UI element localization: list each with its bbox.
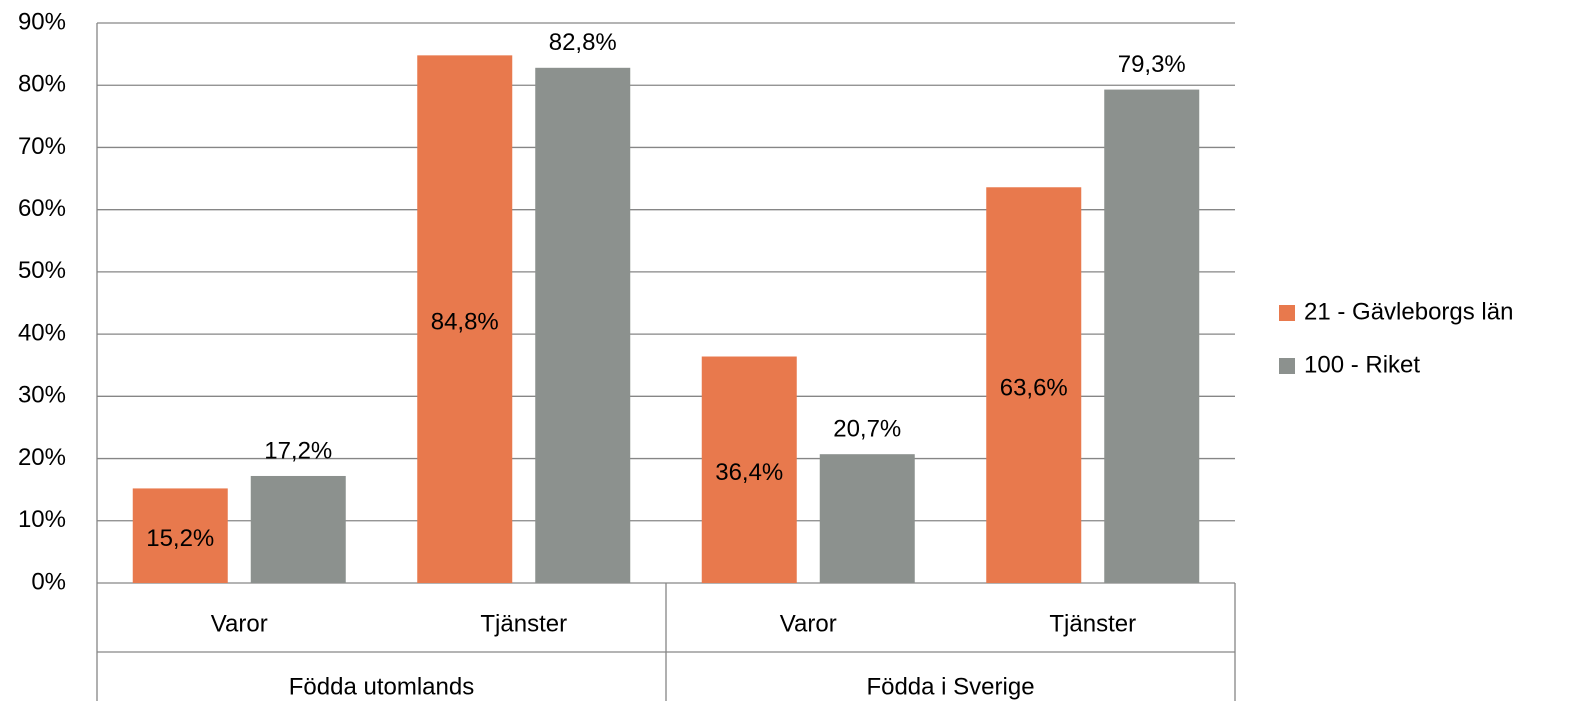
x-tick-label: Tjänster bbox=[1049, 610, 1136, 637]
data-label: 82,8% bbox=[549, 29, 617, 56]
bar bbox=[535, 67, 631, 584]
bar bbox=[250, 475, 346, 583]
y-tick-label: 0% bbox=[31, 568, 66, 595]
bar bbox=[417, 55, 513, 584]
group-label: Födda i Sverige bbox=[866, 673, 1034, 700]
bar bbox=[819, 454, 915, 583]
data-label: 84,8% bbox=[431, 309, 499, 336]
y-tick-label: 20% bbox=[18, 444, 66, 471]
y-tick-label: 50% bbox=[18, 257, 66, 284]
y-tick-label: 10% bbox=[18, 506, 66, 533]
group-label: Födda utomlands bbox=[289, 673, 474, 700]
data-label: 36,4% bbox=[715, 459, 783, 486]
x-tick-label: Tjänster bbox=[480, 610, 567, 637]
y-tick-label: 70% bbox=[18, 133, 66, 160]
bar bbox=[1104, 89, 1200, 584]
legend-swatch bbox=[1279, 305, 1295, 321]
y-tick-label: 60% bbox=[18, 195, 66, 222]
bar bbox=[986, 187, 1082, 583]
legend-label: 21 - Gävleborgs län bbox=[1304, 298, 1513, 325]
x-tick-label: Varor bbox=[780, 610, 837, 637]
y-tick-label: 90% bbox=[18, 8, 66, 35]
y-tick-label: 80% bbox=[18, 71, 66, 98]
data-label: 17,2% bbox=[264, 437, 332, 464]
x-tick-label: Varor bbox=[211, 610, 268, 637]
y-tick-label: 30% bbox=[18, 382, 66, 409]
legend-swatch bbox=[1279, 358, 1295, 374]
data-label: 20,7% bbox=[833, 416, 901, 443]
data-label: 15,2% bbox=[146, 525, 214, 552]
legend-label: 100 - Riket bbox=[1304, 351, 1420, 378]
data-label: 63,6% bbox=[1000, 374, 1068, 401]
y-tick-label: 40% bbox=[18, 319, 66, 346]
bar bbox=[701, 356, 797, 583]
data-label: 79,3% bbox=[1118, 51, 1186, 78]
bar bbox=[132, 488, 228, 583]
